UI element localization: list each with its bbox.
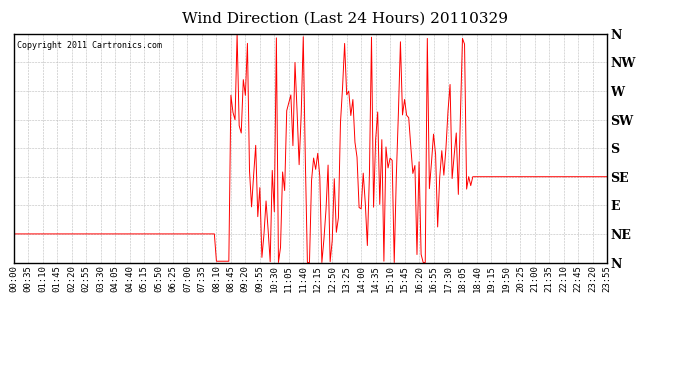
Text: Wind Direction (Last 24 Hours) 20110329: Wind Direction (Last 24 Hours) 20110329	[182, 11, 508, 25]
Text: Copyright 2011 Cartronics.com: Copyright 2011 Cartronics.com	[17, 40, 161, 50]
